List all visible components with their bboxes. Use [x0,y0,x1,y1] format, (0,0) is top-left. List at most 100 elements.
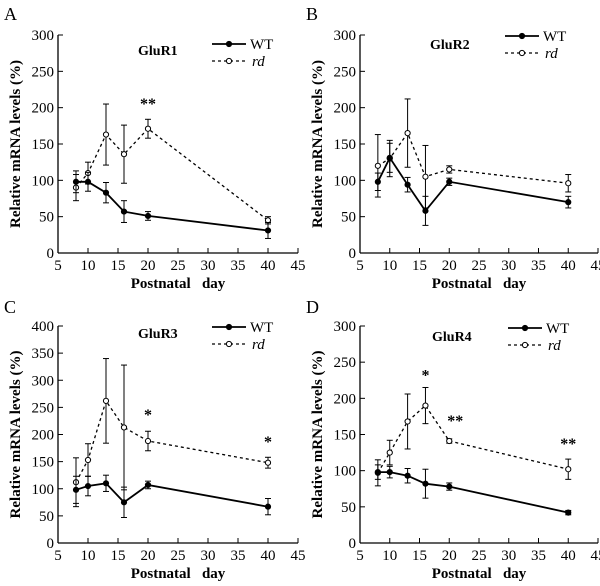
x-tick-label: 40 [261,548,276,564]
x-tick-label: 35 [531,548,546,564]
data-point [446,178,453,185]
x-tick-label: 5 [356,258,364,274]
series-line [377,131,569,184]
y-tick-label: 300 [32,28,55,44]
x-axis-title: Postnatal day [432,276,527,292]
data-point [84,482,92,490]
y-tick-label: 50 [39,210,54,226]
series-wt [72,474,272,519]
legend-marker-rd [521,341,529,349]
y-tick-label: 0 [47,246,55,262]
y-tick-label: 200 [32,101,55,117]
data-point [446,166,453,173]
y-axis-title: Relative mRNA levels (%) [8,351,24,519]
y-axis-title: Relative mRNA levels (%) [310,60,326,228]
data-point [446,483,453,490]
x-tick-label: 25 [472,548,487,564]
panel-c: C 0 50 100 150 200 250 300 350 400 5 10 15 20 25 30 35 40… [4,297,306,582]
legend-marker-wt [225,40,233,48]
y-tick-label: 50 [341,500,356,516]
panel-b: B 0 50 100 150 200 250 300 5 10 15 20 25 30 35 40 45 Post… [306,4,600,292]
data-point [102,397,110,404]
panel-d: D 0 50 100 150 200 250 300 5 10 15 20 25 30 35 40 45 Post… [306,297,600,582]
data-point [565,199,572,206]
x-axis-title: Postnatal day [131,566,226,582]
series-wt [374,142,572,226]
series-line [75,399,269,483]
x-tick-label: 15 [111,548,126,564]
x-tick-label: 20 [141,548,156,564]
x-tick-label: 20 [442,548,457,564]
significance-mark: * [144,407,152,424]
y-tick-label: 300 [32,373,55,389]
data-point [120,208,128,215]
x-tick-label: 40 [261,258,276,274]
x-tick-label: 15 [412,548,427,564]
series-wt [72,170,272,239]
data-point [144,125,152,132]
panel-letter: A [4,4,17,24]
significance-mark: ** [447,413,463,430]
y-tick-label: 0 [349,246,357,262]
chart-title: GluR3 [138,327,178,342]
y-tick-label: 150 [334,428,357,444]
y-tick-label: 350 [32,346,55,362]
x-tick-label: 10 [382,258,397,274]
data-point [144,212,152,220]
data-point [264,503,272,510]
y-tick-label: 150 [32,455,55,471]
data-point [72,486,80,493]
x-tick-label: 40 [561,548,576,564]
significance-mark: * [421,367,429,384]
data-point [102,480,110,487]
x-tick-label: 30 [201,548,216,564]
legend-marker-rd [225,57,233,65]
legend-label-wt: WT [250,320,273,336]
data-point [446,437,453,445]
data-point [374,178,381,185]
y-tick-label: 100 [334,464,357,480]
y-tick-label: 150 [334,137,357,153]
x-tick-label: 25 [472,258,487,274]
data-point [386,154,393,161]
y-axis-title: Relative mRNA levels (%) [8,60,24,228]
y-tick-label: 200 [334,391,357,407]
panel-letter: B [306,4,318,24]
legend-label-rd: rd [545,46,558,62]
y-tick-label: 250 [32,64,55,80]
chart-title: GluR4 [432,330,472,345]
chart-title: GluR2 [430,38,470,53]
x-tick-label: 15 [111,258,126,274]
x-axis-title: Postnatal day [432,566,527,582]
significance-mark: ** [560,436,576,453]
x-tick-label: 10 [382,548,397,564]
x-tick-label: 5 [54,548,62,564]
x-tick-label: 10 [81,258,96,274]
y-tick-label: 300 [334,319,357,335]
x-tick-label: 40 [561,258,576,274]
data-point [120,499,128,506]
series-line [75,482,269,508]
legend-marker-wt [518,32,526,40]
data-point [404,130,411,137]
data-point [264,227,272,234]
data-point [102,189,110,196]
series-line [75,127,269,221]
y-tick-label: 300 [334,28,357,44]
x-tick-label: 45 [291,258,306,274]
data-point [374,469,381,476]
legend-label-rd: rd [252,54,265,70]
series-line [76,180,269,232]
y-tick-label: 0 [47,536,55,552]
x-tick-label: 15 [412,258,427,274]
y-tick-label: 200 [334,101,357,117]
x-tick-label: 5 [54,258,62,274]
y-tick-label: 100 [32,173,55,189]
significance-mark: * [264,434,272,451]
x-tick-label: 10 [81,548,96,564]
data-point [422,402,429,409]
